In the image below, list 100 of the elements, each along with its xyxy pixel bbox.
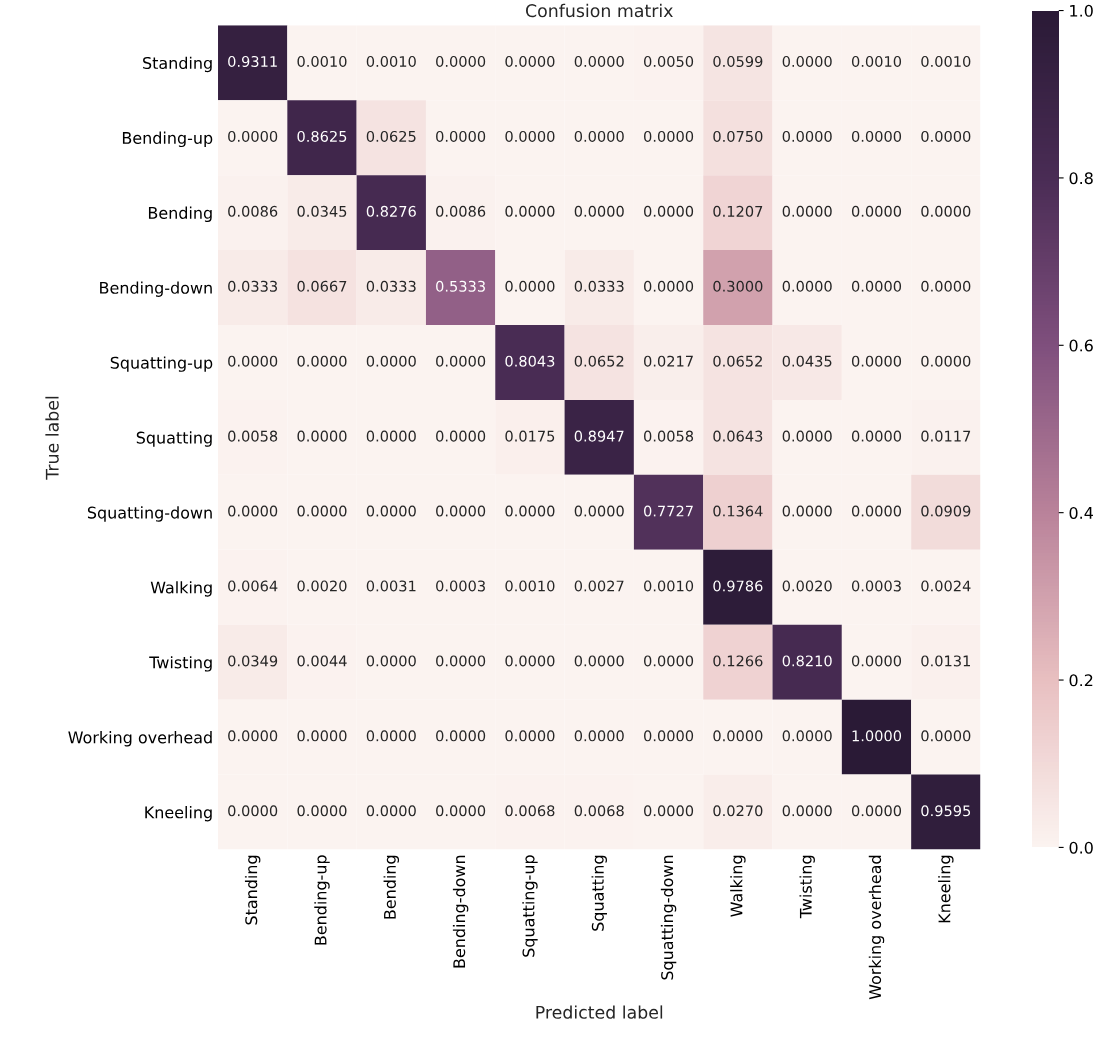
data-label: 0.0117 <box>921 430 971 442</box>
data-label: 0.0000 <box>851 505 902 517</box>
data-label: 0.0000 <box>228 505 278 517</box>
data-label: 0.0175 <box>505 430 555 442</box>
color-bar-label: 0.2 <box>1069 674 1093 687</box>
x-tick-label: Standing <box>244 855 261 925</box>
data-label: 0.0000 <box>505 205 555 217</box>
data-label: 0.0024 <box>921 580 971 592</box>
data-label: 0.0345 <box>297 205 347 217</box>
data-label: 0.0020 <box>297 580 347 592</box>
data-label: 0.0000 <box>436 730 486 742</box>
data-label: 0.0000 <box>782 805 832 817</box>
data-label: 0.0058 <box>228 430 278 442</box>
data-label: 0.0010 <box>644 580 694 592</box>
data-label: 0.1266 <box>713 655 763 667</box>
data-label: 0.0010 <box>851 55 902 67</box>
data-label: 0.0000 <box>644 130 694 142</box>
data-label: 0.0000 <box>644 655 694 667</box>
chart-title: Confusion matrix <box>525 3 673 18</box>
data-label: 0.0000 <box>644 730 694 742</box>
x-tick-label: Squatting <box>591 855 607 931</box>
data-label: 0.0068 <box>574 805 624 817</box>
data-label: 0.0000 <box>366 505 416 517</box>
y-tick-label: Squatting-down <box>87 506 212 522</box>
data-label: 0.0000 <box>782 430 832 442</box>
data-label: 0.0599 <box>713 55 763 67</box>
y-tick-label: Standing <box>143 56 212 73</box>
x-tick-label: Kneeling <box>938 855 954 923</box>
data-label: 0.0000 <box>297 505 347 517</box>
color-bar-label: 0.8 <box>1069 172 1093 185</box>
data-label: 0.0000 <box>366 430 416 442</box>
y-tick-label: Squatting-up <box>110 356 213 372</box>
data-label: 0.0000 <box>851 430 902 442</box>
color-bar-label: 0.4 <box>1069 506 1093 519</box>
color-bar-label: 0.6 <box>1069 339 1093 352</box>
data-label: 0.0000 <box>713 730 763 742</box>
data-label: 0.8210 <box>782 655 832 667</box>
data-label: 0.0000 <box>366 655 416 667</box>
data-label: 0.0010 <box>297 55 347 67</box>
data-label: 0.0000 <box>297 730 347 742</box>
data-label: 0.0270 <box>713 805 763 817</box>
data-label: 0.0643 <box>713 430 763 442</box>
data-label: 0.0349 <box>228 655 278 667</box>
data-label: 0.1207 <box>713 205 763 217</box>
data-label: 0.0010 <box>505 580 555 592</box>
data-label: 0.1364 <box>713 505 763 517</box>
data-label: 0.8043 <box>505 355 555 367</box>
data-label: 0.0000 <box>574 730 624 742</box>
data-label: 0.0000 <box>921 130 971 142</box>
data-label: 0.9595 <box>921 805 971 817</box>
data-label: 0.0000 <box>436 355 486 367</box>
data-label: 0.0652 <box>713 355 762 367</box>
x-tick-label: Walking <box>730 855 746 917</box>
y-tick-label: Walking <box>150 581 212 597</box>
x-tick-label: Squatting-up <box>522 855 538 957</box>
data-label: 0.0333 <box>574 280 624 292</box>
data-label: 0.0010 <box>921 55 971 67</box>
data-label: 0.0000 <box>851 355 902 367</box>
data-label: 0.0000 <box>366 355 416 367</box>
data-label: 0.0050 <box>644 55 694 67</box>
data-label: 0.0000 <box>505 655 555 667</box>
data-label: 0.0000 <box>851 805 902 817</box>
data-label: 0.0000 <box>436 505 486 517</box>
data-label: 0.0044 <box>297 655 347 667</box>
data-label: 0.0027 <box>574 580 624 592</box>
data-label: 0.0064 <box>228 580 278 592</box>
data-label: 0.0000 <box>505 55 555 67</box>
data-label: 0.0000 <box>297 355 347 367</box>
data-label: 0.0010 <box>366 55 416 67</box>
data-label: 0.0086 <box>436 205 486 217</box>
data-label: 0.0000 <box>574 505 624 517</box>
data-label: 0.0000 <box>921 730 971 742</box>
data-label: 0.0909 <box>921 505 971 517</box>
y-tick-label: Bending-down <box>100 281 212 297</box>
data-label: 0.0625 <box>366 130 416 142</box>
y-tick-label: Twisting <box>149 656 212 672</box>
data-label: 0.8947 <box>574 430 624 442</box>
data-label: 0.0000 <box>921 205 971 217</box>
data-label: 0.0058 <box>644 430 694 442</box>
data-label: 0.0000 <box>644 805 694 817</box>
data-label: 0.0000 <box>228 805 278 817</box>
data-label: 0.0000 <box>921 355 971 367</box>
data-label: 0.0000 <box>782 505 832 517</box>
data-label: 0.0003 <box>436 580 485 592</box>
data-label: 0.0000 <box>505 130 555 142</box>
y-tick-label: Bending <box>148 206 212 223</box>
data-label: 0.0000 <box>851 130 902 142</box>
y-tick-label: Kneeling <box>145 805 212 822</box>
data-label: 0.0000 <box>574 655 624 667</box>
data-label: 0.0000 <box>297 805 347 817</box>
data-label: 0.0000 <box>366 730 416 742</box>
data-label: 0.0000 <box>366 805 416 817</box>
data-label: 0.0068 <box>505 805 555 817</box>
data-label: 0.0000 <box>644 280 694 292</box>
data-label: 0.0020 <box>782 580 832 592</box>
data-label: 0.0000 <box>782 730 832 742</box>
data-label: 0.0000 <box>297 430 347 442</box>
color-bar-label: 1.0 <box>1070 4 1093 17</box>
data-label: 0.9786 <box>713 580 763 592</box>
x-axis-title: Predicted label <box>536 1005 663 1019</box>
